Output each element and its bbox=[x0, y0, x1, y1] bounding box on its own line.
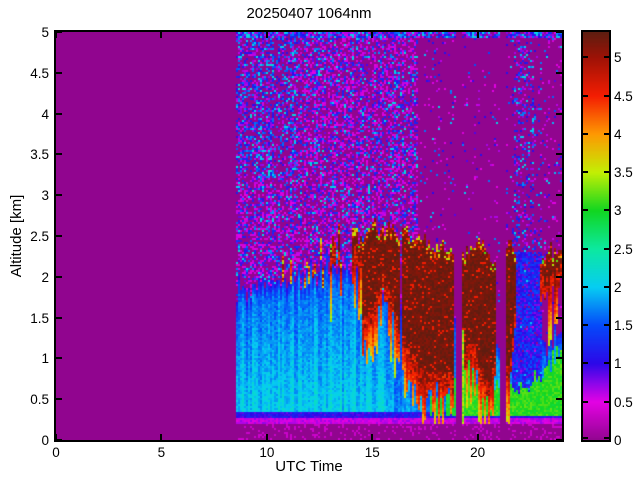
colorbar-tick-label: 5 bbox=[614, 50, 622, 66]
y-tick-mark bbox=[56, 357, 62, 360]
plot-title: 20250407 1064nm bbox=[246, 5, 372, 22]
colorbar-tick-mark-right bbox=[604, 247, 609, 250]
x-tick-mark-top bbox=[265, 32, 268, 38]
x-tick-mark bbox=[160, 434, 163, 440]
y-tick-mark-right bbox=[556, 275, 562, 278]
y-tick-mark bbox=[56, 194, 62, 197]
colorbar-tick-label: 2.5 bbox=[614, 241, 633, 257]
x-tick-mark-top bbox=[476, 32, 479, 38]
colorbar-tick-mark bbox=[583, 285, 588, 288]
colorbar-tick-mark bbox=[583, 247, 588, 250]
y-tick-mark-right bbox=[556, 357, 562, 360]
colorbar-tick-label: 1 bbox=[614, 356, 622, 372]
colorbar-tick-mark bbox=[583, 324, 588, 327]
y-tick-mark bbox=[56, 153, 62, 156]
x-tick-label: 15 bbox=[364, 445, 380, 460]
colorbar-tick-mark bbox=[583, 94, 588, 97]
colorbar-tick-mark-right bbox=[604, 362, 609, 365]
y-tick-mark bbox=[56, 71, 62, 74]
x-tick-mark-top bbox=[371, 32, 374, 38]
colorbar-tick-mark bbox=[583, 400, 588, 403]
colorbar-tick-mark-right bbox=[604, 285, 609, 288]
y-tick-label: 0.5 bbox=[30, 392, 49, 408]
y-tick-mark bbox=[56, 275, 62, 278]
x-tick-label: 20 bbox=[470, 445, 486, 460]
colorbar-tick-mark-right bbox=[604, 94, 609, 97]
colorbar-tick-mark bbox=[583, 132, 588, 135]
y-tick-label: 4.5 bbox=[30, 65, 49, 81]
y-tick-label: 2.5 bbox=[30, 229, 49, 244]
x-tick-mark-top bbox=[160, 32, 163, 38]
colorbar-tick-mark-right bbox=[604, 56, 609, 59]
colorbar-tick-mark-right bbox=[604, 324, 609, 327]
y-tick-label: 5 bbox=[41, 25, 49, 40]
x-tick-mark-top bbox=[55, 32, 57, 38]
y-tick-mark bbox=[56, 112, 62, 115]
y-tick-mark-right bbox=[556, 439, 562, 441]
colorbar-tick-mark-right bbox=[604, 171, 609, 174]
y-tick-label: 0 bbox=[41, 433, 49, 448]
y-tick-mark-right bbox=[556, 31, 562, 33]
y-tick-label: 1 bbox=[41, 351, 49, 367]
y-tick-mark-right bbox=[556, 112, 562, 115]
colorbar-tick-label: 3.5 bbox=[614, 165, 633, 181]
colorbar-tick-label: 2 bbox=[614, 279, 622, 295]
colorbar-tick-mark-right bbox=[604, 209, 609, 212]
colorbar-tick-mark-right bbox=[604, 132, 609, 135]
colorbar-tick-mark-right bbox=[604, 400, 609, 403]
x-tick-label: 5 bbox=[157, 445, 166, 460]
x-tick-label: 10 bbox=[259, 445, 275, 460]
colorbar-canvas bbox=[583, 32, 609, 440]
y-tick-mark bbox=[56, 439, 62, 441]
colorbar-tick-mark bbox=[583, 209, 588, 212]
y-tick-mark-right bbox=[556, 153, 562, 156]
y-tick-mark bbox=[56, 31, 62, 33]
colorbar-tick-mark bbox=[583, 362, 588, 365]
x-tick-label: 0 bbox=[52, 445, 60, 460]
x-tick-mark bbox=[55, 434, 57, 440]
colorbar-tick-mark bbox=[583, 171, 588, 174]
plot-area bbox=[54, 30, 564, 442]
colorbar-tick-label: 0 bbox=[614, 433, 622, 448]
y-tick-mark bbox=[56, 316, 62, 319]
y-tick-label: 3.5 bbox=[30, 147, 49, 163]
y-tick-mark-right bbox=[556, 194, 562, 197]
y-tick-mark bbox=[56, 398, 62, 401]
x-axis-label: UTC Time bbox=[275, 458, 343, 475]
colorbar-tick-mark bbox=[583, 56, 588, 59]
heatmap-canvas bbox=[56, 32, 562, 440]
y-tick-mark-right bbox=[556, 235, 562, 237]
y-tick-mark bbox=[56, 235, 62, 237]
colorbar-tick-mark bbox=[583, 437, 588, 439]
colorbar-tick-label: 0.5 bbox=[614, 394, 633, 410]
x-tick-mark bbox=[476, 434, 479, 440]
colorbar bbox=[581, 30, 611, 442]
colorbar-tick-label: 1.5 bbox=[614, 318, 633, 334]
y-tick-mark-right bbox=[556, 398, 562, 401]
y-tick-label: 4 bbox=[41, 106, 49, 122]
y-tick-label: 3 bbox=[41, 188, 49, 204]
colorbar-tick-label: 3 bbox=[614, 203, 622, 219]
colorbar-tick-label: 4.5 bbox=[614, 88, 633, 104]
y-tick-mark-right bbox=[556, 316, 562, 319]
y-tick-label: 1.5 bbox=[30, 310, 49, 326]
y-tick-label: 2 bbox=[41, 269, 49, 285]
colorbar-tick-mark-right bbox=[604, 437, 609, 439]
colorbar-tick-label: 4 bbox=[614, 126, 622, 142]
x-tick-mark bbox=[371, 434, 374, 440]
y-tick-mark-right bbox=[556, 71, 562, 74]
x-tick-mark bbox=[265, 434, 268, 440]
